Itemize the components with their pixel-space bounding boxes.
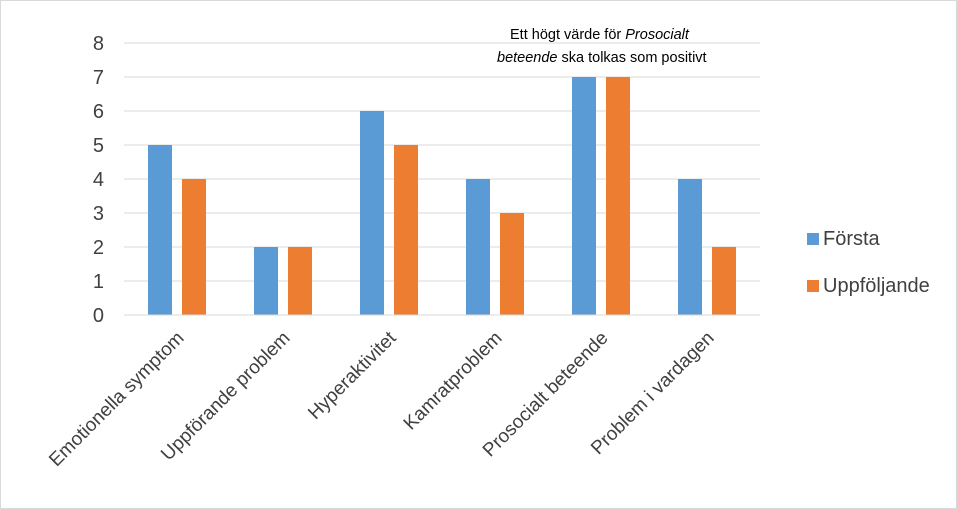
bars [148,77,736,315]
bar-uppfoljande [288,247,312,315]
legend: Första Uppföljande [807,228,930,297]
gridlines [124,42,760,282]
bar-uppfoljande [500,213,524,315]
y-tick-label: 8 [93,33,104,55]
bar-forsta [148,145,172,315]
bar-uppfoljande [182,179,206,315]
bar-uppfoljande [394,145,418,315]
bar-forsta [678,179,702,315]
annotation-line-2: beteende ska tolkas som positivt [497,50,707,66]
bar-forsta [572,77,596,315]
x-category-label: Kamratproblem [400,328,507,435]
y-tick-label: 0 [93,305,104,327]
legend-label: Första [823,228,881,250]
y-tick-label: 7 [93,67,104,89]
bar-forsta [360,111,384,315]
annotation-line-1: Ett högt värde för Prosocialt [510,27,690,43]
bar-forsta [466,179,490,315]
y-axis-ticks: 0 1 2 3 4 5 6 7 8 [93,33,104,327]
y-tick-label: 1 [93,271,104,293]
y-tick-label: 4 [93,169,104,191]
bar-uppfoljande [606,77,630,315]
bar-forsta [254,247,278,315]
y-tick-label: 2 [93,237,104,259]
legend-swatch [807,280,819,292]
y-tick-label: 5 [93,135,104,157]
bar-uppfoljande [712,247,736,315]
x-category-label: Hyperaktivitet [304,327,401,424]
y-tick-label: 3 [93,203,104,225]
legend-label: Uppföljande [823,275,930,297]
legend-swatch [807,233,819,245]
y-tick-label: 6 [93,101,104,123]
